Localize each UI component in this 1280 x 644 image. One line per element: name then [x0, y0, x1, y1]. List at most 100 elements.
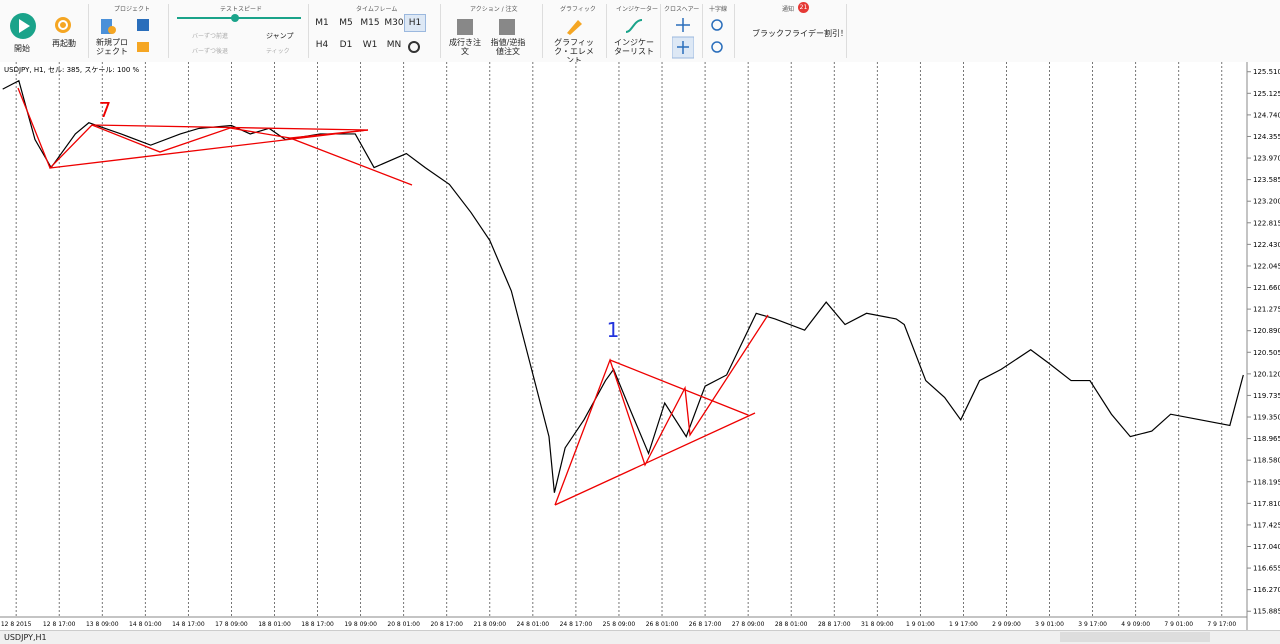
x-tick-label: 27 8 09:00: [732, 621, 765, 628]
graphic-icon[interactable]: [564, 16, 584, 36]
x-tick-label: 28 8 17:00: [818, 621, 851, 628]
restart-label[interactable]: 再起動: [52, 39, 76, 48]
y-tick-label: 124.355: [1253, 133, 1280, 141]
save-open-icons[interactable]: [136, 18, 150, 56]
jump[interactable]: ジャンプ: [266, 32, 294, 40]
notice-badge: 21: [798, 2, 809, 13]
y-tick-label: 122.815: [1253, 219, 1280, 227]
timeframe-button[interactable]: M15: [360, 18, 380, 28]
y-tick-label: 120.890: [1253, 327, 1280, 335]
annotation: 1: [607, 318, 620, 342]
start-icon[interactable]: [9, 12, 37, 40]
y-tick-label: 125.125: [1253, 90, 1280, 98]
timeframe-button[interactable]: M30: [384, 18, 404, 28]
x-tick-label: 17 8 09:00: [215, 621, 248, 628]
chart-bg: [0, 62, 1280, 630]
x-tick-label: 3 9 01:00: [1035, 621, 1064, 628]
x-tick-label: 21 8 09:00: [474, 621, 507, 628]
x-tick-label: 1 9 01:00: [906, 621, 935, 628]
step-back[interactable]: バーずつ後退: [192, 48, 229, 55]
group-title: タイムフレーム: [356, 6, 398, 13]
annotation: 7: [99, 98, 112, 122]
y-tick-label: 118.195: [1253, 478, 1280, 486]
group-title: アクション / 注文: [470, 6, 518, 13]
y-tick-label: 123.970: [1253, 155, 1280, 163]
y-tick-label: 125.510: [1253, 68, 1280, 76]
y-tick-label: 121.275: [1253, 306, 1280, 314]
y-tick-label: 117.810: [1253, 500, 1280, 508]
x-tick-label: 4 9 09:00: [1121, 621, 1150, 628]
timeframe-button[interactable]: M5: [339, 18, 353, 28]
new-project-icon[interactable]: [100, 18, 116, 36]
y-tick-label: 119.350: [1253, 414, 1280, 422]
promo[interactable]: ブラックフライデー割引！: [752, 29, 848, 38]
speed-slider[interactable]: [175, 13, 303, 23]
group-title: グラフィック: [560, 6, 596, 13]
group-title: インジケーター: [616, 6, 659, 13]
x-tick-label: 14 8 17:00: [172, 621, 205, 628]
x-tick-label: 18 8 17:00: [301, 621, 334, 628]
x-tick-label: 2 9 09:00: [992, 621, 1021, 628]
group-title: クロスヘアー: [664, 6, 700, 13]
x-tick-label: 25 8 09:00: [603, 621, 636, 628]
y-tick-label: 120.120: [1253, 370, 1280, 378]
x-tick-label: 12 8 17:00: [43, 621, 76, 628]
y-tick-label: 117.040: [1253, 543, 1280, 551]
trendlines: [17, 87, 769, 506]
limit-order[interactable]: 指値/逆指値注文: [490, 38, 526, 56]
x-tick-label: 20 8 01:00: [387, 621, 420, 628]
new-project-label[interactable]: 新規プロジェクト: [96, 38, 128, 56]
indicator-list[interactable]: インジケーターリスト: [614, 38, 654, 56]
indicator-icon[interactable]: [624, 16, 644, 36]
tick[interactable]: ティック: [266, 48, 290, 55]
settings-icon[interactable]: [407, 40, 421, 54]
timeframe-button[interactable]: H1: [404, 14, 426, 32]
step-forward[interactable]: バーずつ前進: [192, 33, 229, 40]
y-tick-label: 116.655: [1253, 565, 1280, 573]
chart-header: USDJPY, H1, セル: 385, スケール: 100 %: [4, 66, 140, 74]
x-tick-label: 18 8 01:00: [258, 621, 291, 628]
x-tick-label: 24 8 01:00: [517, 621, 550, 628]
timeframe-button[interactable]: D1: [339, 40, 353, 50]
y-tick-label: 117.425: [1253, 521, 1280, 529]
timeframe-button[interactable]: H4: [315, 40, 329, 50]
status-bar: USDJPY,H1: [0, 630, 1280, 644]
x-tick-label: 26 8 01:00: [646, 621, 679, 628]
group-title: テストスピード: [220, 6, 263, 13]
chart-tab[interactable]: USDJPY,H1: [4, 633, 47, 642]
y-tick-label: 122.430: [1253, 241, 1280, 249]
market-order[interactable]: 成行き注文: [449, 38, 481, 56]
timeframe-button[interactable]: MN: [386, 40, 402, 50]
restart-icon[interactable]: [54, 16, 72, 34]
toolbar: 開始 再起動 プロジェクト 新規プロジェクト テストスピード バーずつ前進 ジャ…: [0, 0, 1280, 65]
chart: USDJPY, H1, セル: 385, スケール: 100 % 125.510…: [0, 62, 1280, 630]
timeframe-button[interactable]: M1: [315, 18, 329, 28]
y-tick-label: 116.270: [1253, 586, 1280, 594]
start-label[interactable]: 開始: [14, 44, 30, 53]
y-tick-label: 119.735: [1253, 392, 1280, 400]
price-line: [2, 79, 1244, 493]
y-tick-label: 118.580: [1253, 457, 1280, 465]
x-tick-label: 7 9 17:00: [1207, 621, 1236, 628]
timeframe-button[interactable]: W1: [362, 40, 378, 50]
y-tick-label: 115.885: [1253, 608, 1280, 616]
x-tick-label: 12 8 2015: [1, 621, 32, 628]
group-title: 十字線: [709, 6, 728, 13]
x-tick-label: 31 8 09:00: [861, 621, 894, 628]
x-tick-label: 20 8 17:00: [430, 621, 463, 628]
group-title: 通知: [782, 6, 795, 13]
zoom-icons[interactable]: [710, 18, 726, 54]
graphic-element[interactable]: グラフィック・エレメント: [554, 38, 594, 65]
crosshair-icons[interactable]: [672, 16, 694, 60]
x-tick-label: 14 8 01:00: [129, 621, 162, 628]
scrollbar[interactable]: [1060, 632, 1210, 642]
x-tick-label: 19 8 09:00: [344, 621, 377, 628]
y-tick-label: 123.200: [1253, 198, 1280, 206]
y-tick-label: 122.045: [1253, 262, 1280, 270]
group-title: プロジェクト: [114, 6, 151, 13]
order-icons[interactable]: [456, 18, 516, 36]
x-tick-label: 3 9 17:00: [1078, 621, 1107, 628]
y-tick-label: 121.660: [1253, 284, 1280, 292]
x-tick-label: 7 9 01:00: [1164, 621, 1193, 628]
